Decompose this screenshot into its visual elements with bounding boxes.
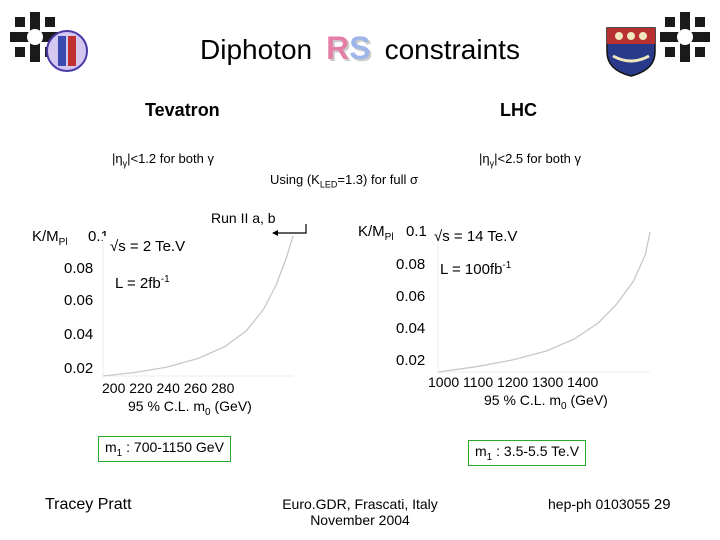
right-xtick-4: 1400 xyxy=(567,374,599,390)
left-xtick-3: 260 xyxy=(183,380,208,396)
left-ytick-4: 0.02 xyxy=(64,360,94,377)
title-right: constraints xyxy=(384,34,520,65)
left-ytick-2: 0.06 xyxy=(64,292,94,309)
run-annotation: Run II a, b xyxy=(211,210,276,226)
right-xtick-2: 1200 xyxy=(497,374,529,390)
d0-logo xyxy=(46,30,88,72)
right-ytick-3: 0.04 xyxy=(396,320,426,337)
left-ytick-1: 0.08 xyxy=(64,260,94,277)
author: Tracey Pratt xyxy=(45,496,132,513)
left-xtick-1: 220 xyxy=(129,380,153,396)
right-ytick-2: 0.06 xyxy=(396,288,426,305)
right-xtick-3: 1300 xyxy=(532,374,564,390)
lhc-heading: LHC xyxy=(500,100,537,120)
run-arrow xyxy=(272,224,307,236)
right-ylabel: K/MPl xyxy=(358,223,394,243)
paper-ref: hep-ph 0103055 xyxy=(548,496,650,512)
left-xticks: 200 220 240 260 280 xyxy=(102,380,234,396)
title-left: Diphoton xyxy=(200,34,313,65)
left-xlabel: 95 % C.L. m0 (GeV) xyxy=(128,398,252,418)
page-number: 29 xyxy=(653,496,671,513)
left-xtick-2: 240 xyxy=(156,380,180,396)
conference: Euro.GDR, Frascati, Italy November 2004 xyxy=(260,496,460,528)
tevatron-heading: Tevatron xyxy=(145,100,220,120)
right-ytick-4: 0.02 xyxy=(396,352,426,369)
right-series-line-0 xyxy=(437,231,651,373)
right-legend-energy: √s = 14 Te.V xyxy=(434,228,518,245)
left-series-line-0 xyxy=(102,235,294,377)
page-title: Diphoton RS constraints xyxy=(0,30,720,67)
left-ylabel: K/MPl xyxy=(32,228,68,248)
kled-note: Using (KLED=1.3) for full σ xyxy=(270,172,419,190)
left-m1-box: m1 : 700-1150 GeV xyxy=(98,436,231,462)
right-m1-box: m1 : 3.5-5.5 Te.V xyxy=(468,440,587,466)
right-plot-area xyxy=(438,232,650,372)
right-ytick-1: 0.08 xyxy=(396,256,426,273)
right-xticks: 1000 1100 1200 1300 1400 xyxy=(428,374,598,390)
conference-line-2: November 2004 xyxy=(310,512,410,528)
left-legend-energy: √s = 2 Te.V xyxy=(110,238,186,255)
right-legend-lumi: L = 100fb-1 xyxy=(440,260,512,278)
left-xtick-4: 280 xyxy=(211,380,235,396)
right-chart xyxy=(437,231,651,373)
conference-line-1: Euro.GDR, Frascati, Italy xyxy=(282,496,438,512)
left-plot-area xyxy=(103,236,293,376)
lhc-eta-cut: |ηγ|<2.5 for both γ xyxy=(479,151,581,169)
rs-logo: RS xyxy=(326,30,371,66)
right-xlabel: 95 % C.L. m0 (GeV) xyxy=(484,392,608,412)
left-ytick-3: 0.04 xyxy=(64,326,94,343)
right-xtick-0: 1000 xyxy=(428,374,460,390)
tevatron-eta-cut: |ηγ|<1.2 for both γ xyxy=(112,151,214,169)
university-crest-logo xyxy=(606,27,656,77)
left-chart xyxy=(102,235,294,377)
left-legend-lumi: L = 2fb-1 xyxy=(115,274,170,292)
right-xtick-1: 1100 xyxy=(463,374,494,390)
left-xtick-0: 200 xyxy=(102,380,126,396)
right-ytick-0: 0.1 xyxy=(406,223,427,240)
reference: hep-ph 0103055 29 xyxy=(548,496,671,513)
fermilab-logo-right xyxy=(660,12,710,62)
